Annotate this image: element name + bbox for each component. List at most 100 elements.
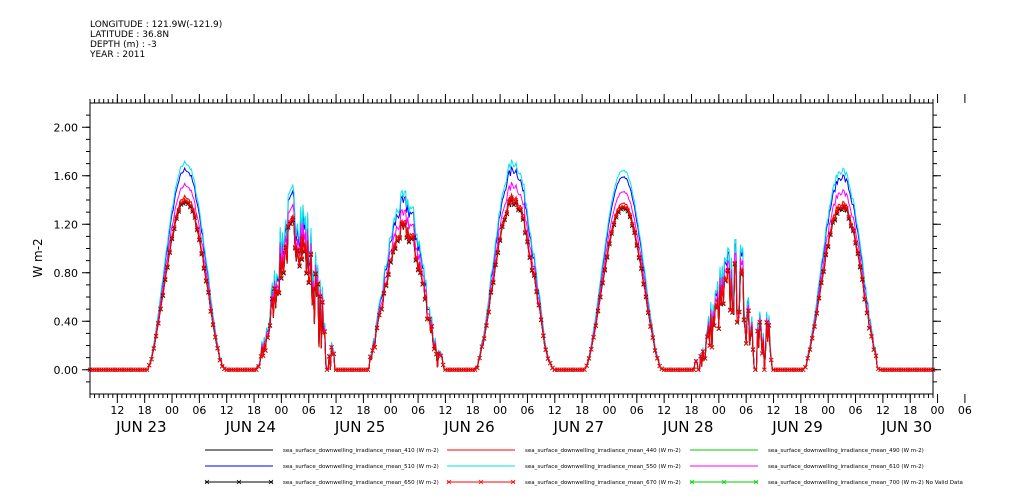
data-point [488, 289, 494, 294]
data-point [206, 289, 211, 295]
data-point [650, 335, 656, 340]
data-point [645, 309, 651, 315]
data-point [850, 227, 856, 233]
data-point [263, 348, 268, 353]
data-point [203, 278, 209, 283]
axes-layer: 0.00 0.40 0.80 1.20 1.60 2.00 12 18 00 06 12 18 00 06… [54, 94, 972, 436]
legend-marker [753, 479, 759, 485]
data-point [217, 357, 223, 363]
data-point [411, 233, 416, 239]
data-point [814, 310, 820, 316]
data-point [283, 244, 289, 249]
data-point [422, 296, 428, 302]
data-point [438, 353, 444, 358]
legend-label: sea_surface_downwelling_irradiance_mean_… [525, 480, 681, 486]
legend-label: sea_surface_downwelling_irradiance_mean_… [525, 464, 681, 470]
data-point [506, 198, 512, 204]
data-point [254, 367, 259, 373]
data-point [297, 263, 302, 268]
x-tick-label: 06 [849, 404, 863, 417]
x-tick-label: 06 [958, 404, 972, 417]
data-point [588, 346, 594, 352]
data-point [306, 279, 312, 285]
data-point [149, 356, 154, 362]
data-point [525, 238, 530, 244]
data-point [866, 325, 872, 331]
data-point [750, 347, 756, 352]
data-point [871, 347, 877, 352]
x-tick-label: 18 [247, 404, 261, 417]
data-point [714, 305, 719, 310]
data-point [620, 204, 626, 210]
data-point [734, 319, 740, 325]
data-point [299, 256, 305, 261]
data-point [648, 324, 653, 329]
data-point [614, 213, 619, 219]
data-point [616, 208, 621, 214]
data-point [160, 292, 166, 298]
data-point [873, 353, 879, 358]
y-tick-label: 0.80 [54, 267, 79, 280]
y-tick-label: 1.20 [54, 218, 79, 231]
data-point [153, 333, 159, 339]
data-point [655, 355, 660, 361]
x-tick-label: 12 [438, 404, 452, 417]
data-point [174, 214, 179, 220]
data-point [420, 281, 425, 286]
x-tick-label: 18 [794, 404, 808, 417]
data-point [484, 322, 489, 328]
data-point [301, 248, 307, 254]
x-tick-label: 00 [602, 404, 616, 417]
data-point [721, 300, 726, 306]
data-point [766, 322, 772, 328]
legend-label: sea_surface_downwelling_irradiance_mean_… [525, 448, 681, 454]
x-tick-label: 00 [165, 404, 179, 417]
data-point [709, 344, 715, 350]
data-point [320, 299, 325, 305]
data-point [331, 351, 337, 357]
data-point [192, 213, 198, 219]
data-point [857, 263, 863, 269]
data-point [497, 237, 503, 242]
data-point [737, 309, 742, 314]
data-point [864, 310, 870, 315]
data-point [711, 323, 717, 328]
data-point [536, 302, 542, 308]
data-point [860, 276, 865, 282]
legend-marker [204, 479, 210, 485]
data-point [370, 348, 375, 353]
data-point [543, 347, 548, 352]
data-point [162, 276, 168, 282]
data-point [504, 210, 510, 215]
data-point [165, 264, 170, 269]
data-point [329, 344, 334, 350]
legend-label: sea_surface_downwelling_irradiance_mean_… [283, 464, 439, 470]
data-point [598, 294, 603, 299]
data-point [324, 367, 330, 373]
data-point [427, 316, 432, 322]
legend-marker [446, 479, 452, 485]
data-point [199, 250, 204, 256]
data-point [522, 229, 528, 235]
data-point [274, 288, 280, 294]
data-point [746, 308, 751, 313]
data-point [288, 220, 293, 225]
data-point [532, 272, 537, 278]
data-point [326, 353, 332, 359]
data-point [741, 317, 747, 322]
data-point [178, 200, 184, 206]
data-point [520, 215, 526, 221]
data-point [377, 312, 382, 318]
data-point [276, 290, 282, 295]
data-point [281, 271, 286, 276]
data-point [639, 265, 644, 271]
data-point [308, 251, 314, 256]
y-tick-label: 1.60 [54, 170, 79, 183]
data-point [848, 222, 854, 228]
x-tick-label: 12 [657, 404, 671, 417]
data-point [194, 226, 200, 231]
y-tick-label: 0.40 [54, 315, 79, 328]
data-point [641, 281, 646, 286]
data-point [390, 248, 396, 254]
data-point [187, 203, 193, 208]
